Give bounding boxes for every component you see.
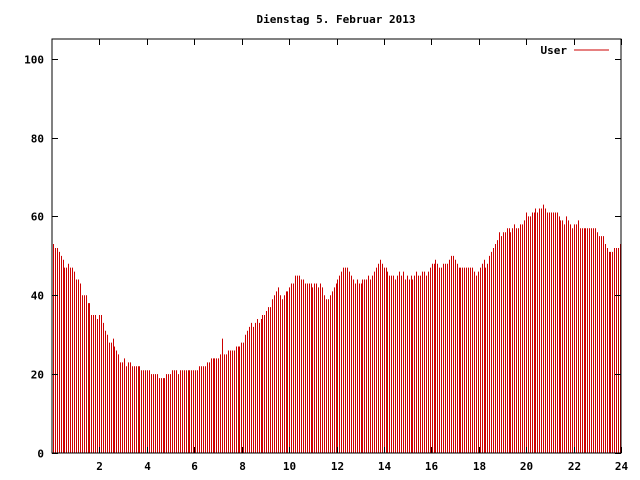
bars [53,204,621,453]
x-tick-label: 10 [283,460,296,473]
y-tick-label: 40 [31,290,44,303]
x-tick-label: 8 [239,460,246,473]
legend-label-user: User [541,44,568,57]
chart-title: Dienstag 5. Februar 2013 [257,13,416,26]
x-tick-label: 24 [615,460,629,473]
x-tick-label: 20 [520,460,533,473]
legend: User [541,44,609,57]
y-axis-ticks: 0 20 40 60 80 100 [24,54,621,461]
x-tick-label: 14 [378,460,392,473]
x-tick-label: 6 [191,460,198,473]
x-tick-label: 16 [425,460,439,473]
y-tick-label: 60 [31,211,44,224]
y-tick-label: 0 [37,448,44,461]
y-tick-label: 80 [31,133,44,146]
x-tick-label: 18 [473,460,486,473]
plot-frame [51,38,622,454]
x-tick-label: 22 [568,460,581,473]
x-axis-ticks: 2 4 6 8 10 12 14 16 18 20 22 24 [96,39,628,473]
x-tick-label: 2 [96,460,103,473]
x-tick-label: 4 [144,460,151,473]
x-tick-label: 12 [331,460,344,473]
y-tick-label: 20 [31,369,44,382]
y-tick-label: 100 [24,54,44,67]
